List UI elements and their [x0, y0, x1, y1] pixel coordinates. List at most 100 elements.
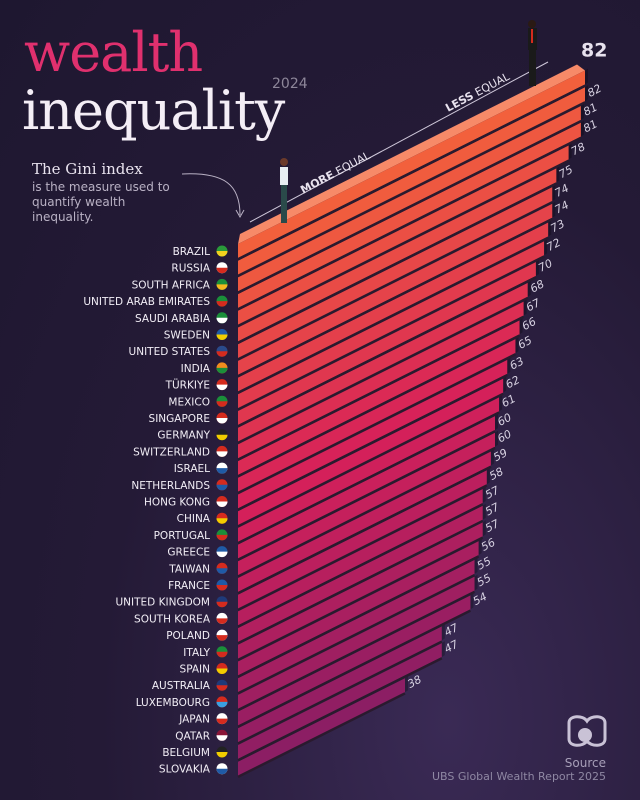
value-label: 47 — [442, 638, 460, 656]
country-label: GERMANY — [157, 430, 210, 442]
flag-icon — [216, 329, 228, 340]
value-label: 47 — [442, 621, 460, 639]
intro-heading: The Gini index — [32, 160, 143, 178]
value-label: 65 — [516, 334, 534, 352]
value-label: 81 — [581, 101, 599, 119]
flag-icon — [216, 362, 228, 374]
bar-top-face — [238, 64, 585, 244]
flag-icon — [216, 278, 228, 290]
flag-icon — [216, 295, 228, 307]
flag-icon — [216, 696, 228, 708]
country-label: FRANCE — [168, 580, 210, 592]
bar-italy — [238, 522, 483, 659]
bar-poland — [238, 505, 483, 643]
bar-united-states — [238, 187, 553, 359]
title-line-2: inequality — [22, 79, 285, 142]
country-label: AUSTRALIA — [152, 680, 211, 692]
country-label: SPAIN — [180, 664, 210, 676]
value-label: 74 — [553, 182, 571, 200]
value-label: 74 — [553, 198, 571, 216]
bar-russia — [238, 87, 585, 275]
country-label: UNITED ARAB EMIRATES — [83, 296, 210, 308]
flag-icon — [216, 345, 228, 357]
flag-icon — [216, 479, 228, 491]
flag-icon — [216, 496, 228, 508]
country-label: LUXEMBOURG — [136, 697, 210, 709]
country-label: HONG KONG — [144, 497, 210, 509]
bar-netherlands — [238, 339, 516, 492]
value-label: 82 — [585, 82, 603, 100]
value-label: 38 — [405, 673, 423, 691]
bar-united-arab-emirates — [238, 122, 581, 309]
country-label: CHINA — [177, 513, 211, 525]
value-label: 62 — [503, 373, 521, 391]
country-label: SWITZERLAND — [133, 446, 210, 458]
value-label: 72 — [544, 236, 562, 254]
intro-text: is the measure used to quantify wealth i… — [32, 180, 170, 224]
value-label: 78 — [569, 140, 587, 158]
bar-south-korea — [238, 489, 483, 626]
value-label: 57 — [483, 484, 501, 502]
flag-icon — [216, 646, 228, 658]
value-label: 57 — [483, 500, 501, 518]
bar-india — [238, 203, 553, 375]
country-label: TÜRKIYE — [165, 379, 210, 392]
year-label: 2024 — [272, 76, 308, 92]
country-label: GREECE — [167, 547, 210, 559]
country-label: JAPAN — [178, 714, 210, 726]
value-label: 68 — [528, 277, 546, 295]
country-label: POLAND — [166, 630, 210, 642]
country-label: ISRAEL — [174, 463, 210, 475]
bar-belgium — [238, 643, 442, 759]
country-label: SLOVAKIA — [159, 764, 211, 776]
value-label: 57 — [483, 517, 501, 535]
country-label: BRAZIL — [173, 246, 211, 258]
value-label: 55 — [475, 555, 493, 573]
bar-brazil — [238, 70, 585, 258]
bar-spain — [238, 541, 479, 676]
bar-south-africa — [238, 105, 581, 292]
flag-icon — [216, 379, 228, 391]
flag-icon — [216, 729, 228, 741]
equality-axis-line — [249, 61, 549, 223]
flag-icon — [216, 562, 228, 574]
flag-icon — [216, 395, 228, 407]
bar-hong-kong — [238, 359, 508, 509]
brand-logo-icon — [567, 715, 607, 747]
title-line-1: wealth — [24, 21, 203, 84]
bar-japan — [238, 595, 471, 726]
value-label: 56 — [479, 536, 497, 554]
country-label: SWEDEN — [164, 330, 210, 342]
value-label: 75 — [557, 163, 575, 181]
flag-icon — [216, 429, 228, 441]
country-label: SOUTH KOREA — [134, 613, 211, 625]
bar-switzerland — [238, 301, 524, 459]
bar-t-rkiye — [238, 222, 549, 392]
country-label: SINGAPORE — [149, 413, 210, 425]
flag-icon — [216, 546, 228, 558]
flag-icon — [216, 596, 228, 608]
value-label: 54 — [471, 590, 489, 608]
bar-taiwan — [238, 432, 495, 576]
flag-icon — [216, 763, 228, 775]
country-label: UNITED STATES — [129, 346, 211, 358]
bar-united-kingdom — [238, 470, 487, 609]
flag-icon — [216, 245, 228, 257]
source-text: UBS Global Wealth Report 2025 — [431, 770, 606, 783]
value-label: 63 — [508, 354, 526, 372]
person-woman-icon — [280, 158, 288, 223]
flag-icon — [216, 445, 228, 457]
flag-icon — [216, 312, 228, 324]
source-label: Source — [564, 756, 606, 770]
country-label: SAUDI ARABIA — [135, 313, 211, 325]
flag-icon — [216, 612, 228, 624]
country-label: UNITED KINGDOM — [116, 597, 211, 609]
value-label: 70 — [536, 257, 554, 275]
bar-singapore — [238, 262, 536, 425]
country-label: INDIA — [181, 363, 211, 375]
bar-germany — [238, 282, 528, 442]
bar-greece — [238, 416, 495, 559]
flag-icon — [216, 412, 228, 424]
value-label: 55 — [475, 571, 493, 589]
bar-australia — [238, 559, 475, 693]
